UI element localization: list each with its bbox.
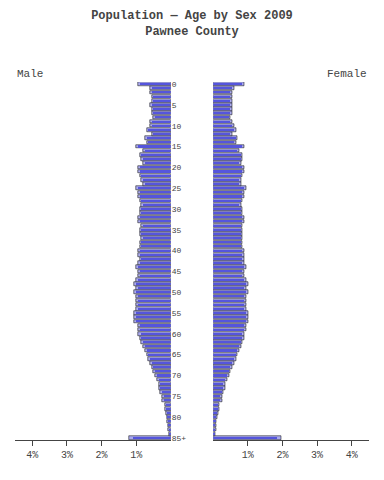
svg-text:4%: 4% (26, 450, 38, 461)
svg-text:45: 45 (172, 267, 182, 276)
svg-text:55: 55 (172, 309, 182, 318)
svg-text:30: 30 (172, 205, 182, 214)
svg-text:Population — Age by Sex 2009Pa: Population — Age by Sex 2009Pawnee Count… (91, 9, 293, 39)
svg-text:80: 80 (172, 413, 182, 422)
svg-text:Female: Female (327, 68, 367, 80)
svg-text:2%: 2% (96, 450, 108, 461)
svg-text:10: 10 (172, 122, 182, 131)
svg-text:25: 25 (172, 184, 182, 193)
svg-text:70: 70 (172, 371, 182, 380)
svg-text:50: 50 (172, 288, 182, 297)
svg-text:15: 15 (172, 142, 182, 151)
svg-text:0: 0 (172, 80, 177, 89)
svg-text:65: 65 (172, 350, 182, 359)
svg-text:4%: 4% (346, 450, 358, 461)
svg-text:2%: 2% (276, 450, 288, 461)
svg-text:85+: 85+ (172, 434, 187, 443)
svg-text:75: 75 (172, 392, 182, 401)
svg-text:3%: 3% (61, 450, 73, 461)
svg-text:35: 35 (172, 226, 182, 235)
svg-text:1%: 1% (130, 450, 142, 461)
svg-text:40: 40 (172, 246, 182, 255)
svg-text:3%: 3% (311, 450, 323, 461)
svg-text:Male: Male (17, 68, 43, 80)
svg-text:5: 5 (172, 101, 177, 110)
svg-text:1%: 1% (242, 450, 254, 461)
svg-text:60: 60 (172, 330, 182, 339)
svg-text:20: 20 (172, 163, 182, 172)
